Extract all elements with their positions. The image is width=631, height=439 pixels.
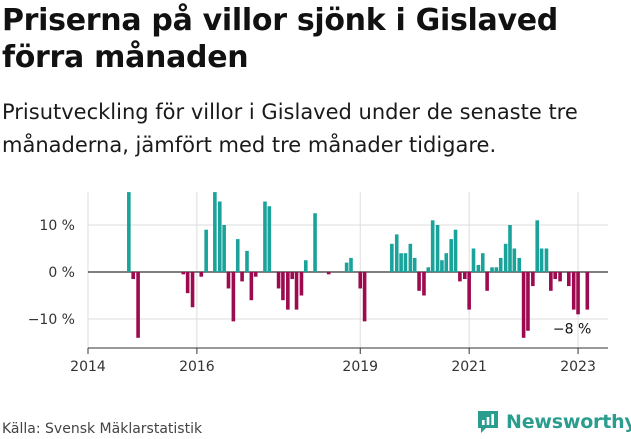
bar-negative	[281, 272, 285, 301]
bar-negative	[585, 272, 590, 310]
bar-positive	[403, 253, 408, 272]
brand-name: Newsworthy	[506, 411, 631, 433]
bar-negative	[417, 272, 421, 291]
bar-positive	[544, 248, 549, 272]
bar-negative	[526, 272, 530, 331]
bar-negative	[294, 272, 299, 310]
newsworthy-logo-icon	[478, 411, 498, 433]
bar-positive	[453, 229, 458, 272]
bar-positive	[222, 225, 226, 272]
bar-positive	[512, 248, 517, 272]
x-tick-label: 2016	[179, 359, 215, 375]
bar-negative	[190, 272, 195, 308]
bar-positive	[235, 239, 240, 272]
bar-positive	[399, 253, 403, 272]
bar-negative	[199, 272, 204, 277]
bar-positive	[435, 225, 440, 272]
bar-positive	[430, 220, 435, 272]
axes	[87, 271, 608, 354]
bar-negative	[226, 272, 231, 289]
bar-positive	[204, 229, 208, 272]
y-tick-label: 10 %	[39, 218, 75, 234]
bar-negative	[240, 272, 244, 282]
bar-negative	[458, 272, 462, 282]
x-tick-label: 2019	[342, 359, 378, 375]
bar-positive	[440, 260, 444, 272]
bar-positive	[498, 257, 503, 272]
bar-negative	[131, 272, 135, 280]
bar-negative	[422, 272, 426, 296]
last-value-label: −8 %	[553, 322, 591, 338]
chart-title: Priserna på villor sjönk i Gislaved förr…	[2, 3, 558, 75]
bar-positive	[490, 267, 494, 272]
bar-negative	[249, 272, 254, 301]
bar-positive	[213, 192, 217, 272]
bar-negative	[531, 272, 535, 287]
bar-negative	[521, 272, 526, 338]
bar-positive	[503, 243, 508, 272]
bar-negative	[567, 272, 571, 287]
bar-negative	[549, 272, 553, 291]
bar-negative	[463, 272, 467, 280]
x-tick-label: 2021	[451, 359, 487, 375]
bar-positive	[480, 253, 485, 272]
bar-negative	[231, 272, 236, 322]
bar-positive	[304, 260, 308, 272]
bar-positive	[245, 250, 249, 272]
labels: 10 % 0 % −10 % 2014 2016 2019 2021 2023 −8 %	[28, 218, 596, 375]
bar-positive	[394, 234, 399, 272]
gridlines	[87, 192, 608, 348]
chart-subtitle: Prisutveckling för villor i Gislaved und…	[2, 100, 578, 157]
bars	[127, 192, 590, 338]
bar-positive	[535, 220, 540, 272]
bar-positive	[539, 248, 544, 272]
bar-negative	[181, 272, 186, 275]
bar-negative	[276, 272, 281, 289]
bar-positive	[344, 262, 349, 272]
bar-negative	[290, 272, 294, 280]
brand-logo-link[interactable]: Newsworthy	[476, 407, 631, 437]
bar-positive	[426, 267, 431, 272]
bar-negative	[558, 272, 562, 282]
bar-negative	[485, 272, 489, 291]
y-tick-label: −10 %	[28, 312, 75, 328]
bar-positive	[267, 206, 272, 272]
bar-positive	[449, 239, 453, 272]
source-note: Källa: Svensk Mäklarstatistik	[2, 421, 203, 437]
bar-chart: 10 % 0 % −10 % 2014 2016 2019 2021 2023 −8 %	[28, 192, 608, 375]
bar-positive	[390, 243, 394, 272]
bar-positive	[508, 225, 512, 272]
x-tick-label: 2023	[560, 359, 596, 375]
bar-positive	[444, 253, 449, 272]
bar-positive	[349, 257, 353, 272]
bar-positive	[127, 192, 131, 272]
bar-negative	[253, 272, 258, 277]
bar-positive	[313, 213, 317, 272]
bar-negative	[358, 272, 363, 289]
bar-positive	[494, 267, 499, 272]
bar-negative	[362, 272, 367, 322]
bar-negative	[286, 272, 290, 310]
bar-positive	[412, 257, 417, 272]
bar-negative	[326, 272, 331, 275]
bar-negative	[136, 272, 140, 338]
bar-negative	[571, 272, 576, 310]
bar-positive	[471, 248, 476, 272]
bar-negative	[553, 272, 557, 280]
bar-positive	[217, 201, 222, 272]
bar-negative	[576, 272, 580, 315]
x-tick-label: 2014	[70, 359, 106, 375]
bar-positive	[476, 264, 481, 272]
bar-negative	[299, 272, 304, 296]
y-tick-label: 0 %	[48, 265, 75, 281]
bar-positive	[263, 201, 267, 272]
bar-positive	[408, 243, 413, 272]
bar-positive	[517, 257, 522, 272]
bar-negative	[185, 272, 190, 294]
bar-negative	[467, 272, 471, 310]
